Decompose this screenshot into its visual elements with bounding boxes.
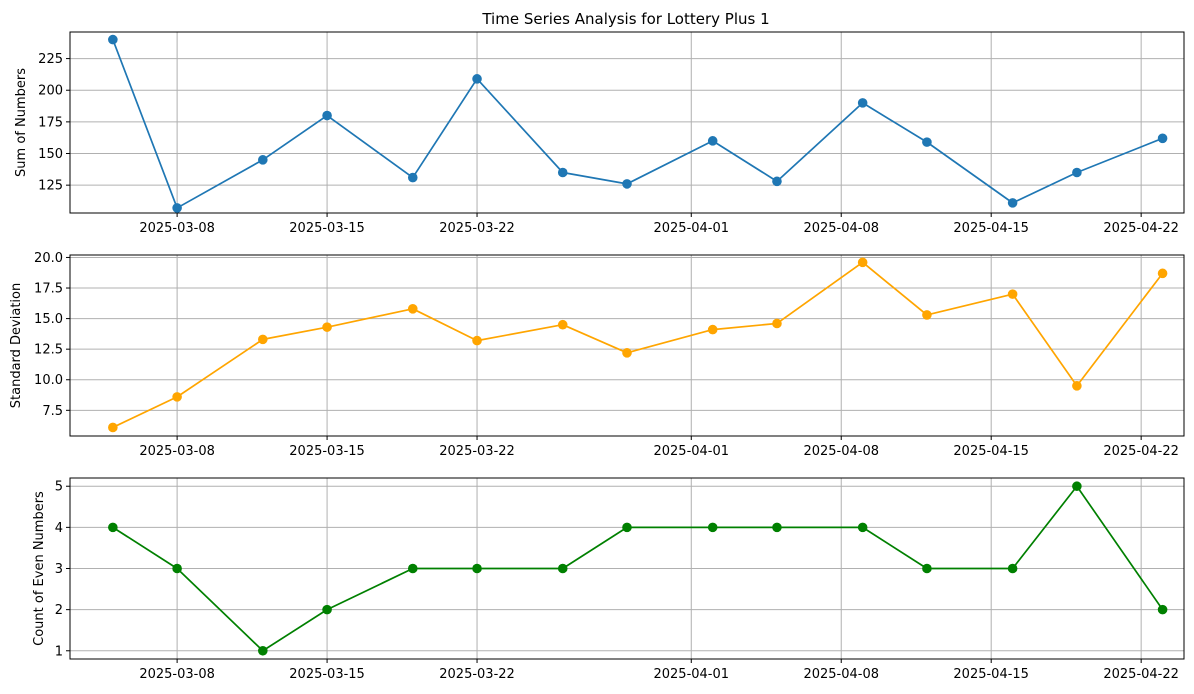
data-point [707, 324, 718, 335]
data-point [172, 563, 182, 574]
y-tick-label: 3 [55, 562, 63, 577]
x-tick-label: 2025-03-08 [139, 667, 215, 682]
x-tick-label: 2025-04-08 [803, 444, 879, 459]
x-tick-label: 2025-04-15 [953, 221, 1029, 236]
x-tick-label: 2025-04-01 [653, 444, 729, 459]
data-point [1072, 481, 1082, 492]
y-tick-label: 10.0 [34, 373, 63, 388]
data-point [108, 522, 118, 533]
data-point [172, 392, 182, 402]
y-tick-label: 17.5 [34, 282, 63, 297]
y-tick-label: 200 [38, 84, 63, 99]
data-point [472, 563, 482, 574]
axes-frame [69, 254, 1185, 437]
data-point [172, 203, 182, 213]
data-point [557, 563, 568, 574]
data-point [772, 318, 782, 329]
data-point [108, 422, 118, 433]
data-point [857, 522, 868, 533]
data-point [322, 322, 332, 332]
x-tick-label: 2025-03-08 [139, 221, 215, 236]
data-point [772, 522, 782, 533]
x-tick-label: 2025-03-15 [289, 221, 365, 236]
x-tick-label: 2025-04-15 [953, 444, 1029, 459]
x-tick-label: 2025-04-22 [1103, 444, 1179, 459]
y-axis-label: Count of Even Numbers [32, 491, 47, 646]
data-point [322, 604, 332, 615]
data-point [1157, 133, 1168, 144]
data-point [557, 167, 568, 178]
x-tick-label: 2025-03-22 [439, 444, 515, 459]
data-point [707, 522, 718, 533]
y-tick-label: 4 [55, 521, 63, 536]
x-tick-label: 2025-03-22 [439, 221, 515, 236]
x-tick-label: 2025-04-22 [1103, 221, 1179, 236]
data-point [1007, 289, 1018, 299]
chart-title: Time Series Analysis for Lottery Plus 1 [481, 10, 769, 28]
y-axis-label: Standard Deviation [9, 283, 24, 408]
data-point [622, 179, 632, 189]
data-point [1007, 198, 1018, 208]
data-point [407, 304, 418, 314]
data-point [108, 34, 118, 45]
x-tick-label: 2025-03-15 [289, 667, 365, 682]
y-tick-label: 175 [38, 115, 63, 130]
data-point [1072, 167, 1082, 178]
y-tick-label: 150 [38, 147, 63, 162]
x-tick-label: 2025-04-01 [653, 667, 729, 682]
data-point [557, 319, 568, 330]
data-point [258, 645, 268, 656]
data-point [322, 110, 332, 121]
data-point [857, 257, 868, 268]
data-point [707, 136, 718, 146]
data-point [472, 335, 482, 346]
y-axis-label: Sum of Numbers [14, 68, 29, 177]
x-tick-label: 2025-03-15 [289, 444, 365, 459]
series-line [112, 39, 1163, 209]
data-point [772, 176, 782, 187]
y-tick-label: 125 [38, 179, 63, 194]
y-tick-label: 225 [38, 52, 63, 67]
y-tick-label: 7.5 [42, 404, 63, 419]
x-tick-label: 2025-03-22 [439, 667, 515, 682]
y-tick-label: 12.5 [34, 343, 63, 358]
data-point [1007, 563, 1018, 574]
x-tick-label: 2025-04-01 [653, 221, 729, 236]
data-point [258, 155, 268, 165]
axes-frame [69, 31, 1185, 214]
data-point [407, 172, 418, 183]
data-point [258, 334, 268, 345]
data-point [922, 310, 932, 320]
y-tick-label: 20.0 [34, 251, 63, 266]
y-tick-label: 5 [55, 480, 63, 495]
data-point [857, 98, 868, 108]
data-point [1157, 268, 1168, 279]
y-tick-label: 15.0 [34, 312, 63, 327]
x-tick-label: 2025-04-08 [803, 221, 879, 236]
data-point [622, 348, 632, 358]
data-point [407, 563, 418, 574]
data-point [622, 522, 632, 533]
data-point [1072, 381, 1082, 391]
data-point [922, 563, 932, 574]
data-point [922, 137, 932, 147]
x-tick-label: 2025-04-15 [953, 667, 1029, 682]
y-tick-label: 2 [55, 603, 63, 618]
axes-frame [69, 477, 1185, 660]
y-tick-label: 1 [55, 644, 63, 659]
x-tick-label: 2025-03-08 [139, 444, 215, 459]
x-tick-label: 2025-04-08 [803, 667, 879, 682]
data-point [472, 74, 482, 84]
series-line [112, 261, 1164, 429]
x-tick-label: 2025-04-22 [1103, 667, 1179, 682]
data-point [1157, 604, 1168, 615]
